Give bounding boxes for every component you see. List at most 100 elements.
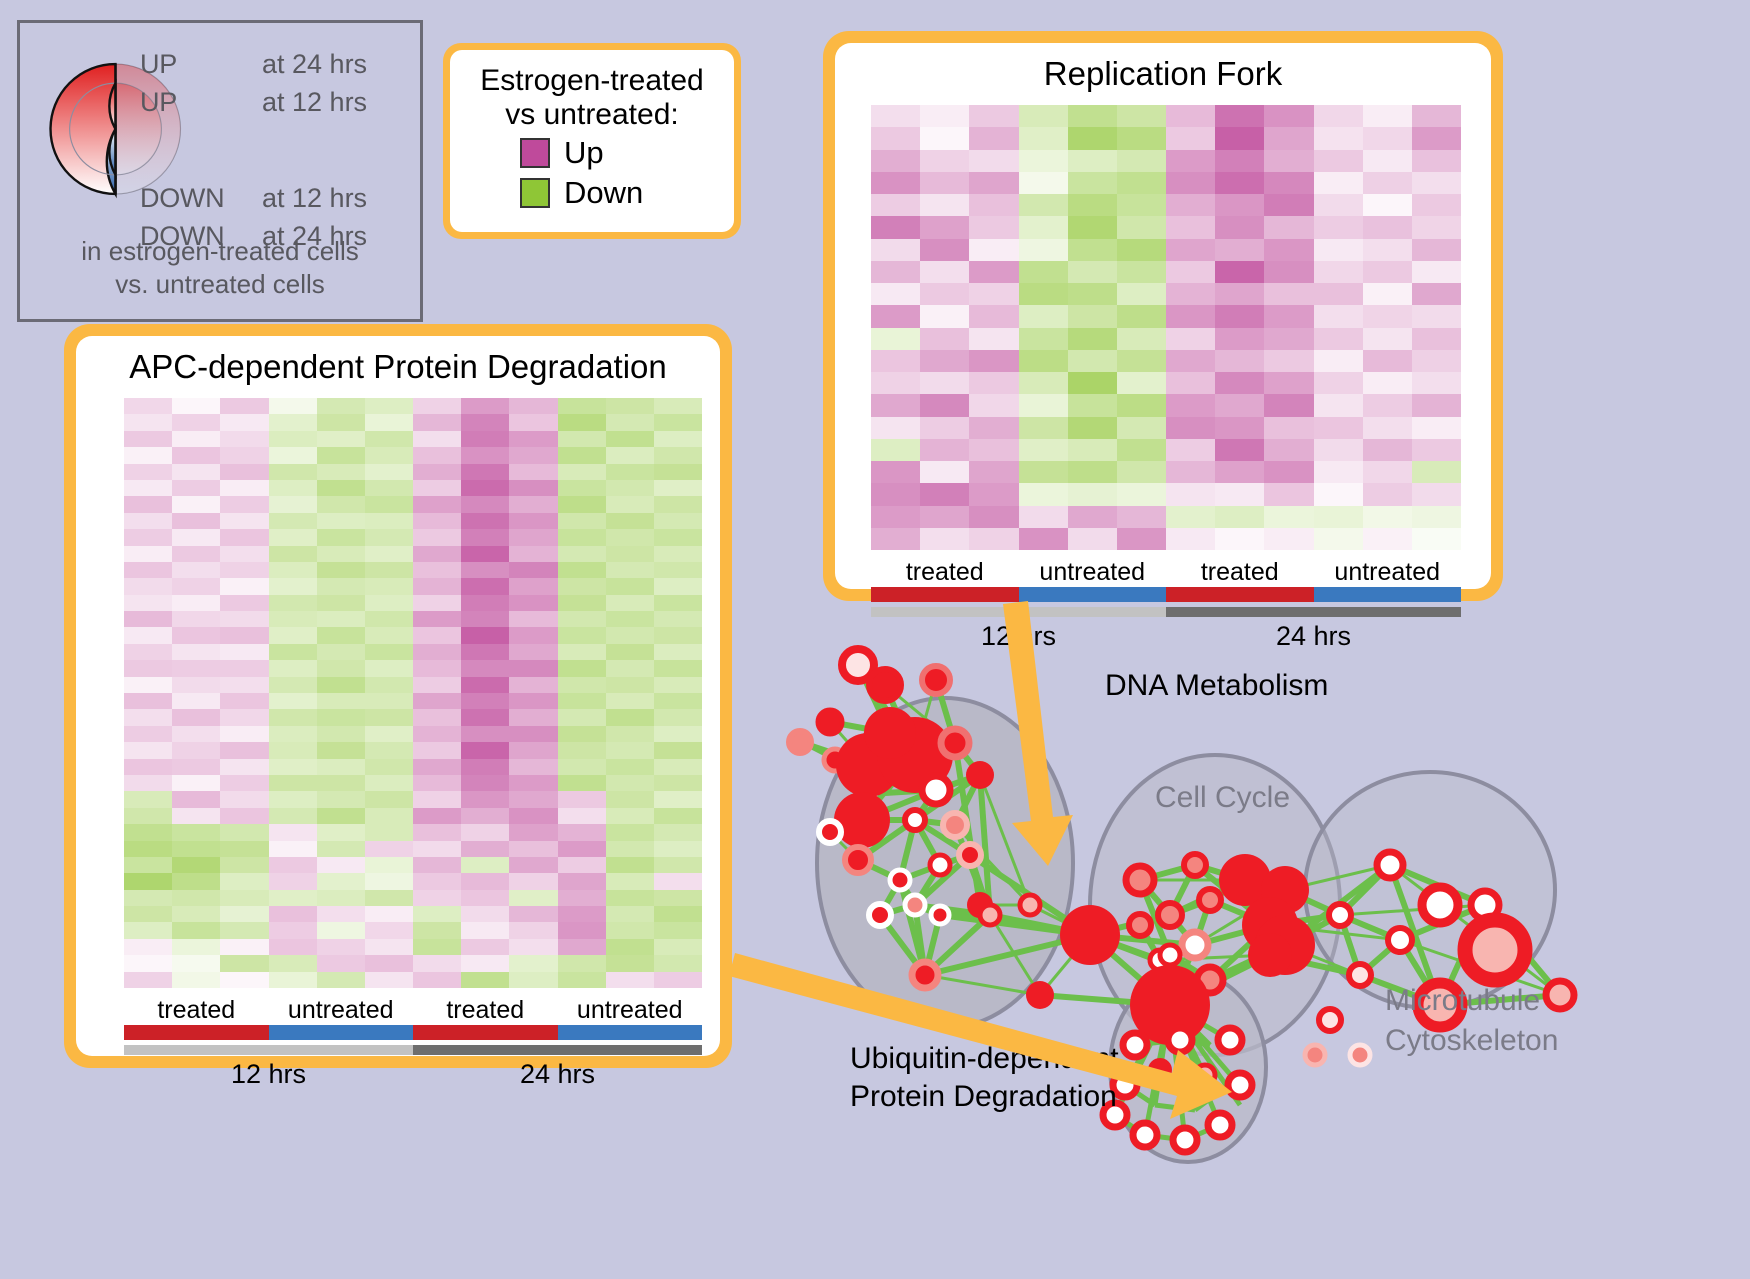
heatmap-cell bbox=[1264, 105, 1314, 128]
heatmap-cell bbox=[124, 824, 173, 841]
heatmap-cell bbox=[1313, 127, 1363, 150]
heatmap-cell bbox=[920, 238, 970, 261]
heatmap-cell bbox=[268, 922, 317, 939]
heatmap-cell bbox=[1116, 216, 1166, 239]
heatmap-cell bbox=[1166, 327, 1216, 350]
heatmap-cell bbox=[969, 438, 1019, 461]
heatmap-cell bbox=[124, 545, 173, 562]
heatmap-cell bbox=[124, 791, 173, 808]
heatmap-cell bbox=[1215, 305, 1265, 328]
heatmap-cell bbox=[1067, 394, 1117, 417]
heatmap-cell bbox=[1411, 416, 1461, 439]
heatmap-cell bbox=[268, 774, 317, 792]
heatmap-cell bbox=[509, 627, 558, 644]
heatmap-cell bbox=[1116, 394, 1166, 417]
heatmap-cell bbox=[1411, 283, 1461, 306]
heatmap-cell bbox=[509, 479, 558, 497]
heatmap-cell bbox=[557, 463, 606, 480]
heatmap-cell bbox=[124, 971, 173, 988]
heatmap-cell bbox=[172, 398, 221, 415]
down-swatch-icon bbox=[520, 178, 550, 209]
heatmap-cell bbox=[316, 758, 365, 775]
heatmap-cell bbox=[605, 840, 654, 857]
heatmap-cell bbox=[220, 627, 269, 644]
heatmap-cell bbox=[461, 463, 510, 480]
bar-segment-treated bbox=[871, 587, 1019, 602]
heatmap-cell bbox=[316, 742, 365, 759]
heatmap-cell bbox=[220, 971, 269, 988]
heatmap-cell bbox=[124, 496, 173, 513]
heatmap-cell bbox=[605, 479, 654, 497]
time-label: 24 hrs bbox=[1275, 621, 1352, 651]
heatmap-cell bbox=[605, 906, 654, 923]
heatmap-cell bbox=[1264, 483, 1314, 506]
heatmap-cell bbox=[172, 873, 221, 890]
heatmap-cell bbox=[1067, 283, 1117, 306]
heatmap-cell bbox=[364, 611, 413, 628]
heatmap-cell bbox=[557, 774, 606, 792]
heatmap-cell bbox=[1116, 149, 1166, 172]
heatmap-cell bbox=[220, 873, 269, 890]
heatmap-cell bbox=[1166, 149, 1216, 172]
heatmap-cell bbox=[172, 758, 221, 775]
heatmap-cell bbox=[1215, 194, 1265, 217]
heatmap-cell bbox=[509, 594, 558, 612]
heatmap-cell bbox=[509, 578, 558, 595]
heatmap-cell bbox=[605, 955, 654, 972]
heatmap-cell bbox=[605, 660, 654, 677]
heatmap-cell bbox=[557, 693, 606, 710]
heatmap-cell bbox=[172, 430, 221, 448]
heatmap-cell bbox=[1264, 238, 1314, 261]
heatmap-cell bbox=[1166, 238, 1216, 261]
heatmap-cell bbox=[1166, 105, 1216, 128]
heatmap-cell bbox=[1313, 283, 1363, 306]
heatmap-cell bbox=[1067, 238, 1117, 261]
heatmap-cell bbox=[461, 873, 510, 890]
bar-segment-treated bbox=[1166, 587, 1314, 602]
heatmap-cell bbox=[1215, 483, 1265, 506]
heatmap-cell bbox=[509, 906, 558, 923]
heatmap-cell bbox=[1264, 216, 1314, 239]
heatmap-cell bbox=[653, 512, 702, 530]
heatmap-cell bbox=[124, 643, 173, 661]
heatmap-cell bbox=[461, 955, 510, 972]
heatmap-cell bbox=[1362, 505, 1412, 528]
heatmap-cell bbox=[653, 709, 702, 726]
bar-segment-untreated bbox=[1313, 587, 1461, 602]
heatmap-cell bbox=[413, 463, 462, 480]
heatmap-cell bbox=[920, 194, 970, 217]
bar-segment-untreated bbox=[557, 1025, 702, 1040]
heatmap-cell bbox=[1313, 216, 1363, 239]
heatmap-cell bbox=[920, 372, 970, 395]
group-label: untreated bbox=[1039, 558, 1146, 586]
heatmap-cell bbox=[364, 463, 413, 480]
heatmap-cell bbox=[413, 561, 462, 579]
heatmap-cell bbox=[268, 955, 317, 972]
heatmap-cell bbox=[1215, 127, 1265, 150]
heatmap-cell bbox=[413, 840, 462, 857]
heatmap-cell bbox=[969, 349, 1019, 372]
heatmap-cell bbox=[220, 856, 269, 874]
group-label: treated bbox=[905, 558, 984, 586]
heatmap-cell bbox=[172, 709, 221, 726]
heatmap-cell bbox=[871, 149, 921, 172]
heatmap-cell bbox=[509, 660, 558, 677]
heatmap-cell bbox=[461, 398, 510, 415]
heatmap-cell bbox=[413, 922, 462, 939]
heatmap-cell bbox=[871, 260, 921, 283]
heatmap-cell bbox=[509, 709, 558, 726]
heatmap-cell bbox=[1215, 327, 1265, 350]
heatmap-cell bbox=[1313, 305, 1363, 328]
heatmap-cell bbox=[413, 447, 462, 464]
heatmap-cell bbox=[124, 398, 173, 415]
apc-degradation-panel: APC-dependent Protein Degradation treate… bbox=[64, 324, 732, 1089]
heatmap-cell bbox=[871, 194, 921, 217]
heatmap-cell bbox=[268, 561, 317, 579]
heatmap-cell bbox=[1067, 149, 1117, 172]
heatmap-cell bbox=[920, 327, 970, 350]
heatmap-cell bbox=[268, 709, 317, 726]
heatmap-cell bbox=[172, 545, 221, 562]
heatmap-cell bbox=[871, 171, 921, 194]
heatmap-cell bbox=[557, 906, 606, 923]
heatmap-cell bbox=[1313, 483, 1363, 506]
